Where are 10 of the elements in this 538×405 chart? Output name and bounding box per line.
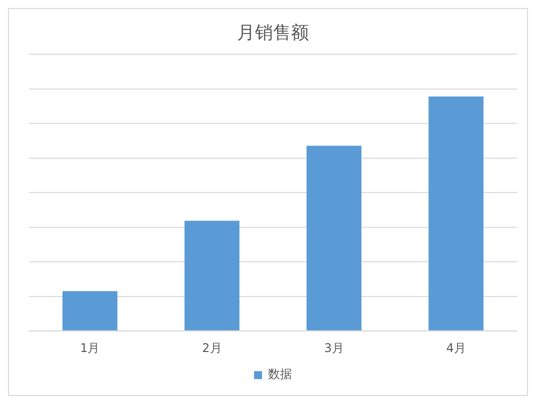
x-tick-label: 3月: [324, 341, 344, 356]
legend-label: 数据: [268, 367, 292, 382]
chart-title: 月销售额: [236, 22, 310, 44]
bar: [184, 220, 240, 330]
x-tick-label: 1月: [80, 341, 100, 356]
x-tick-label: 2月: [202, 341, 222, 356]
bar: [306, 146, 362, 330]
bar: [428, 96, 484, 330]
bar: [62, 291, 118, 330]
x-tick-label: 4月: [446, 341, 466, 356]
